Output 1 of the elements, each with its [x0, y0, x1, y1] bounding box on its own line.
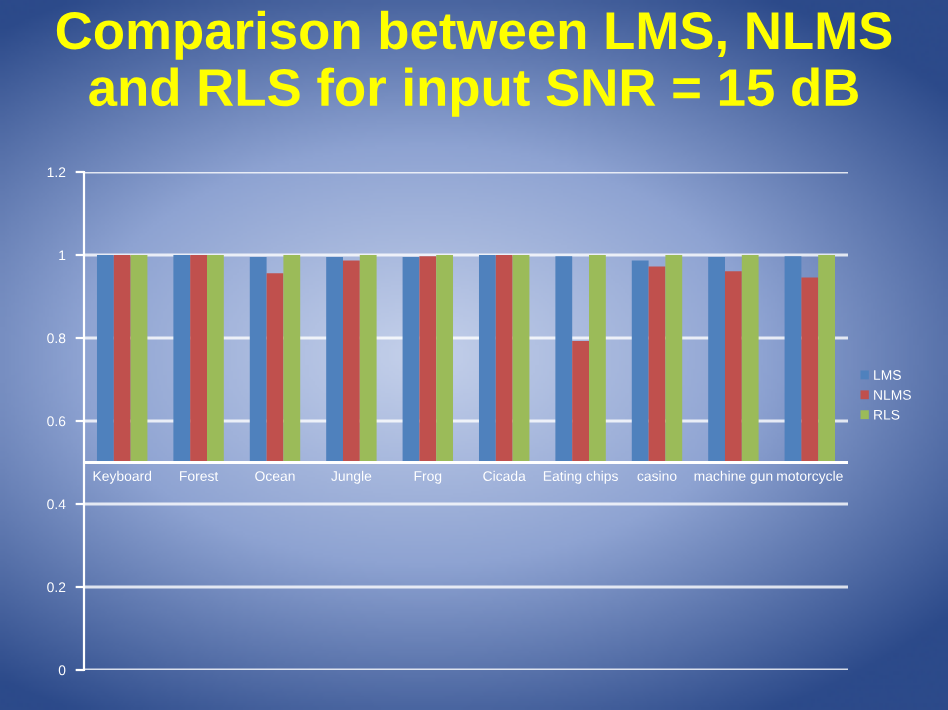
chart-title: Comparison between LMS, NLMS and RLS for input SNR = 15 dB	[56, 10, 892, 117]
